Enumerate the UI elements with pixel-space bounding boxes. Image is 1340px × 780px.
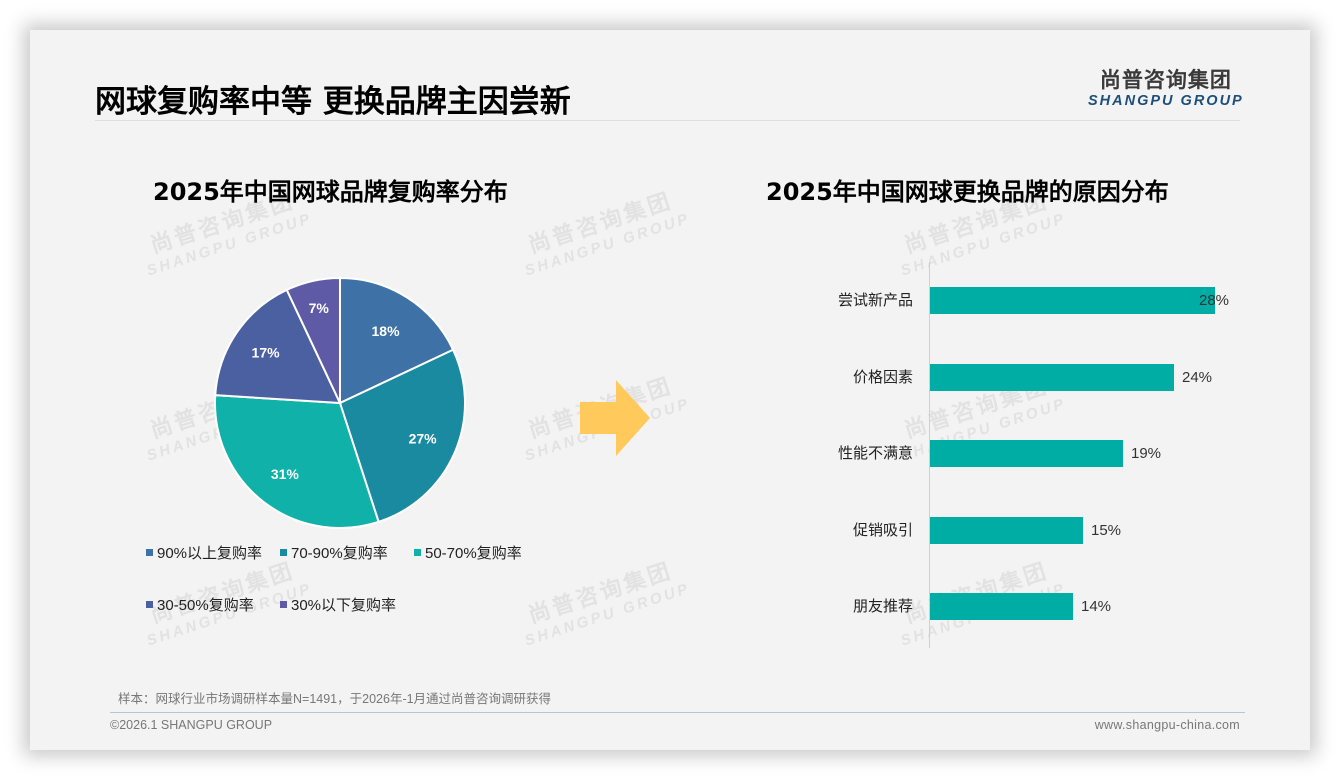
page-title: 网球复购率中等 更换品牌主因尝新	[95, 84, 571, 120]
legend-swatch	[146, 601, 153, 608]
company-logo: 尚普咨询集团 SHANGPU GROUP	[1088, 64, 1244, 109]
pie-slice-label: 31%	[271, 466, 300, 482]
bar-row: 性能不满意 19%	[800, 440, 1280, 467]
bar-row: 尝试新产品 28%	[800, 287, 1280, 314]
legend-swatch	[280, 601, 287, 608]
bar-chart-title: 2025年中国网球更换品牌的原因分布	[766, 178, 1169, 206]
legend-label: 50-70%复购率	[425, 545, 522, 562]
legend-label: 70-90%复购率	[291, 545, 388, 562]
footer-divider	[110, 712, 1245, 713]
legend-swatch	[414, 549, 421, 556]
bar-row: 促销吸引 15%	[800, 517, 1280, 544]
bar-category-label: 尝试新产品	[837, 292, 913, 309]
bar-value-label: 28%	[1199, 292, 1230, 309]
legend-item: 30%以下复购率	[280, 594, 396, 615]
pie-chart-title: 2025年中国网球品牌复购率分布	[153, 178, 508, 206]
title-divider	[95, 120, 1240, 121]
pie-slice-label: 17%	[252, 344, 281, 360]
sample-note: 样本：网球行业市场调研样本量N=1491，于2026年-1月通过尚普咨询调研获得	[118, 692, 552, 706]
pie-chart: 18% 27% 31% 17% 7%	[210, 273, 470, 533]
legend-item: 90%以上复购率	[146, 542, 262, 563]
bar-value-label: 15%	[1091, 522, 1122, 539]
bar	[930, 593, 1073, 620]
pie-slice	[338, 348, 466, 524]
legend-label: 90%以上复购率	[157, 545, 263, 562]
bar	[930, 364, 1174, 391]
legend-swatch	[146, 549, 153, 556]
bar-category-label: 促销吸引	[852, 522, 913, 539]
pie-slice-label: 27%	[409, 431, 438, 447]
pie-slice	[214, 288, 342, 405]
legend-item: 30-50%复购率	[146, 594, 254, 615]
pie-slice	[339, 276, 455, 405]
bar-category-label: 性能不满意	[837, 445, 913, 462]
bar-chart: 尝试新产品 28% 价格因素 24% 性能不满意 19% 促销吸引 15% 朋友推荐 14%	[800, 262, 1280, 682]
pie-slice-label: 7%	[309, 300, 330, 316]
pie-chart-svg: 18% 27% 31% 17% 7%	[214, 276, 466, 529]
legend-item: 50-70%复购率	[414, 542, 522, 563]
bar-category-label: 价格因素	[852, 369, 913, 386]
logo-english-text: SHANGPU GROUP	[1088, 93, 1244, 109]
pie-slice	[285, 276, 341, 404]
logo-chinese-text: 尚普咨询集团	[1099, 68, 1232, 92]
bar	[930, 287, 1215, 314]
legend-item: 70-90%复购率	[280, 542, 388, 563]
bar	[930, 517, 1083, 544]
legend-swatch	[280, 549, 287, 556]
bar	[930, 440, 1123, 467]
pie-slice	[214, 394, 380, 529]
bar-category-label: 朋友推荐	[852, 598, 913, 615]
legend-label: 30-50%复购率	[157, 597, 254, 614]
copyright: ©2026.1 SHANGPU GROUP	[110, 718, 273, 732]
pie-slice-label: 18%	[372, 323, 401, 339]
bar-row: 价格因素 24%	[800, 364, 1280, 391]
bar-value-label: 24%	[1182, 369, 1213, 386]
website-link: www.shangpu-china.com	[1094, 718, 1240, 732]
y-axis-line	[929, 262, 930, 648]
bar-value-label: 14%	[1081, 598, 1112, 615]
legend-label: 30%以下复购率	[291, 597, 397, 614]
bar-value-label: 19%	[1131, 445, 1162, 462]
slide: 网球复购率中等 更换品牌主因尝新 尚普咨询集团 SHANGPU GROUP 尚普…	[30, 30, 1310, 750]
right-arrow-icon	[580, 380, 652, 461]
bar-row: 朋友推荐 14%	[800, 593, 1280, 620]
